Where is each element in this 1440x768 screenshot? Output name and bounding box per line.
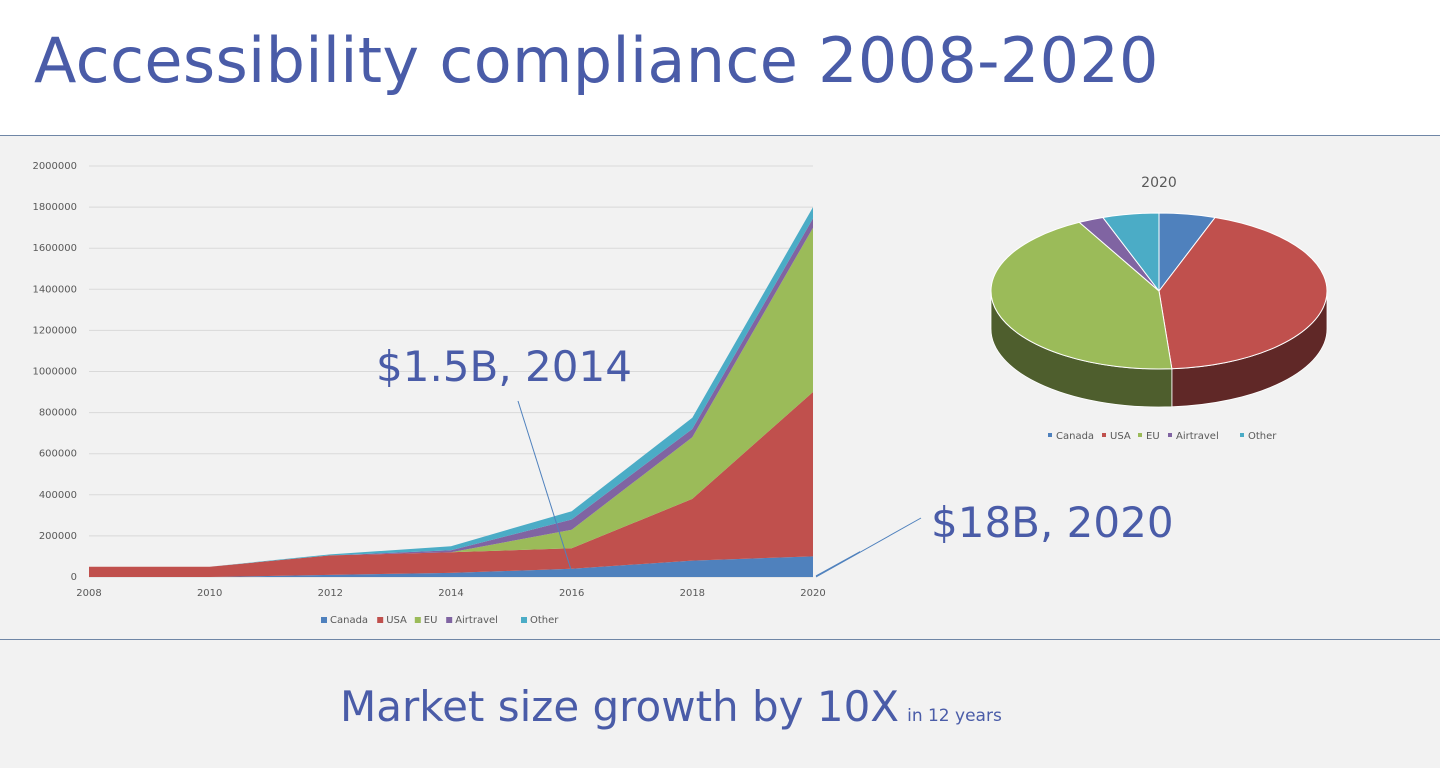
area-layers	[89, 207, 813, 577]
legend-swatch	[321, 617, 327, 623]
x-tick-label: 2020	[800, 588, 825, 599]
tagline: Market size growth by 10X in 12 years	[340, 682, 1002, 731]
pie-legend: Canada USA EU Airtravel Other	[1048, 431, 1277, 442]
tagline-sub: in 12 years	[907, 706, 1002, 726]
legend-label: USA	[386, 615, 407, 626]
legend-swatch	[521, 617, 527, 623]
x-tick-label: 2010	[197, 588, 222, 599]
callout-2020: $18B, 2020	[931, 498, 1174, 547]
x-axis-ticks: 2008 2010 2012 2014 2016 2018 2020	[76, 588, 825, 599]
area-series-canada	[89, 556, 813, 577]
pie-slice-usa	[1158, 216, 1328, 370]
y-axis-ticks: 0 200000 400000 600000 800000 1000000 1200000 1…	[32, 161, 77, 583]
legend-swatch	[1168, 433, 1172, 437]
x-tick-label: 2014	[438, 588, 463, 599]
pie-chart-2020: 2020 Canada USA EU Airtravel Other	[990, 175, 1328, 442]
pie-title: 2020	[1141, 175, 1177, 191]
y-tick-label: 2000000	[32, 161, 77, 172]
legend-swatch	[1240, 433, 1244, 437]
x-tick-label: 2012	[318, 588, 343, 599]
legend-label: EU	[1146, 431, 1160, 442]
legend-label: USA	[1110, 431, 1131, 442]
y-tick-label: 1800000	[32, 202, 77, 213]
x-tick-label: 2008	[76, 588, 101, 599]
legend-label: Other	[1248, 431, 1277, 442]
callout-2014-leader	[517, 400, 574, 577]
callout-2014: $1.5B, 2014	[376, 342, 632, 391]
y-tick-label: 1400000	[32, 284, 77, 295]
legend-swatch	[1138, 433, 1142, 437]
legend-label: Airtravel	[455, 615, 498, 626]
legend-swatch	[446, 617, 453, 623]
y-tick-label: 1200000	[32, 325, 77, 336]
pie-slice-other	[1101, 212, 1160, 293]
y-tick-label: 600000	[39, 449, 77, 460]
legend-label: Airtravel	[1176, 431, 1219, 442]
area-series-airtravel	[89, 218, 813, 567]
x-tick-label: 2018	[680, 588, 705, 599]
y-tick-label: 800000	[39, 408, 77, 419]
y-tick-label: 1600000	[32, 243, 77, 254]
y-tick-label: 1000000	[32, 367, 77, 378]
x-tick-label: 2016	[559, 588, 584, 599]
stacked-area-chart: 0 200000 400000 600000 800000 1000000 1200000 1…	[32, 161, 860, 626]
pie-slice-eu	[990, 221, 1173, 370]
legend-swatch	[414, 617, 421, 623]
y-tick-label: 200000	[39, 531, 77, 542]
legend-label: Canada	[1056, 431, 1094, 442]
divider	[0, 639, 1440, 640]
title-band: Accessibility compliance 2008-2020	[0, 0, 1440, 136]
legend-label: Canada	[330, 615, 368, 626]
area-series-usa	[89, 392, 813, 577]
y-tick-label: 0	[71, 572, 77, 583]
legend-swatch	[1102, 433, 1106, 437]
pie-slices	[990, 212, 1328, 370]
legend-swatch	[377, 617, 384, 623]
slide-title: Accessibility compliance 2008-2020	[34, 24, 1159, 97]
area-legend: Canada USA EU Airtravel Other	[321, 615, 559, 626]
legend-label: Other	[530, 615, 559, 626]
callout-2020-leader	[815, 551, 860, 577]
legend-swatch	[1048, 433, 1052, 437]
legend-label: EU	[424, 615, 438, 626]
y-tick-label: 400000	[39, 490, 77, 501]
tagline-main: Market size growth by 10X	[340, 682, 900, 731]
